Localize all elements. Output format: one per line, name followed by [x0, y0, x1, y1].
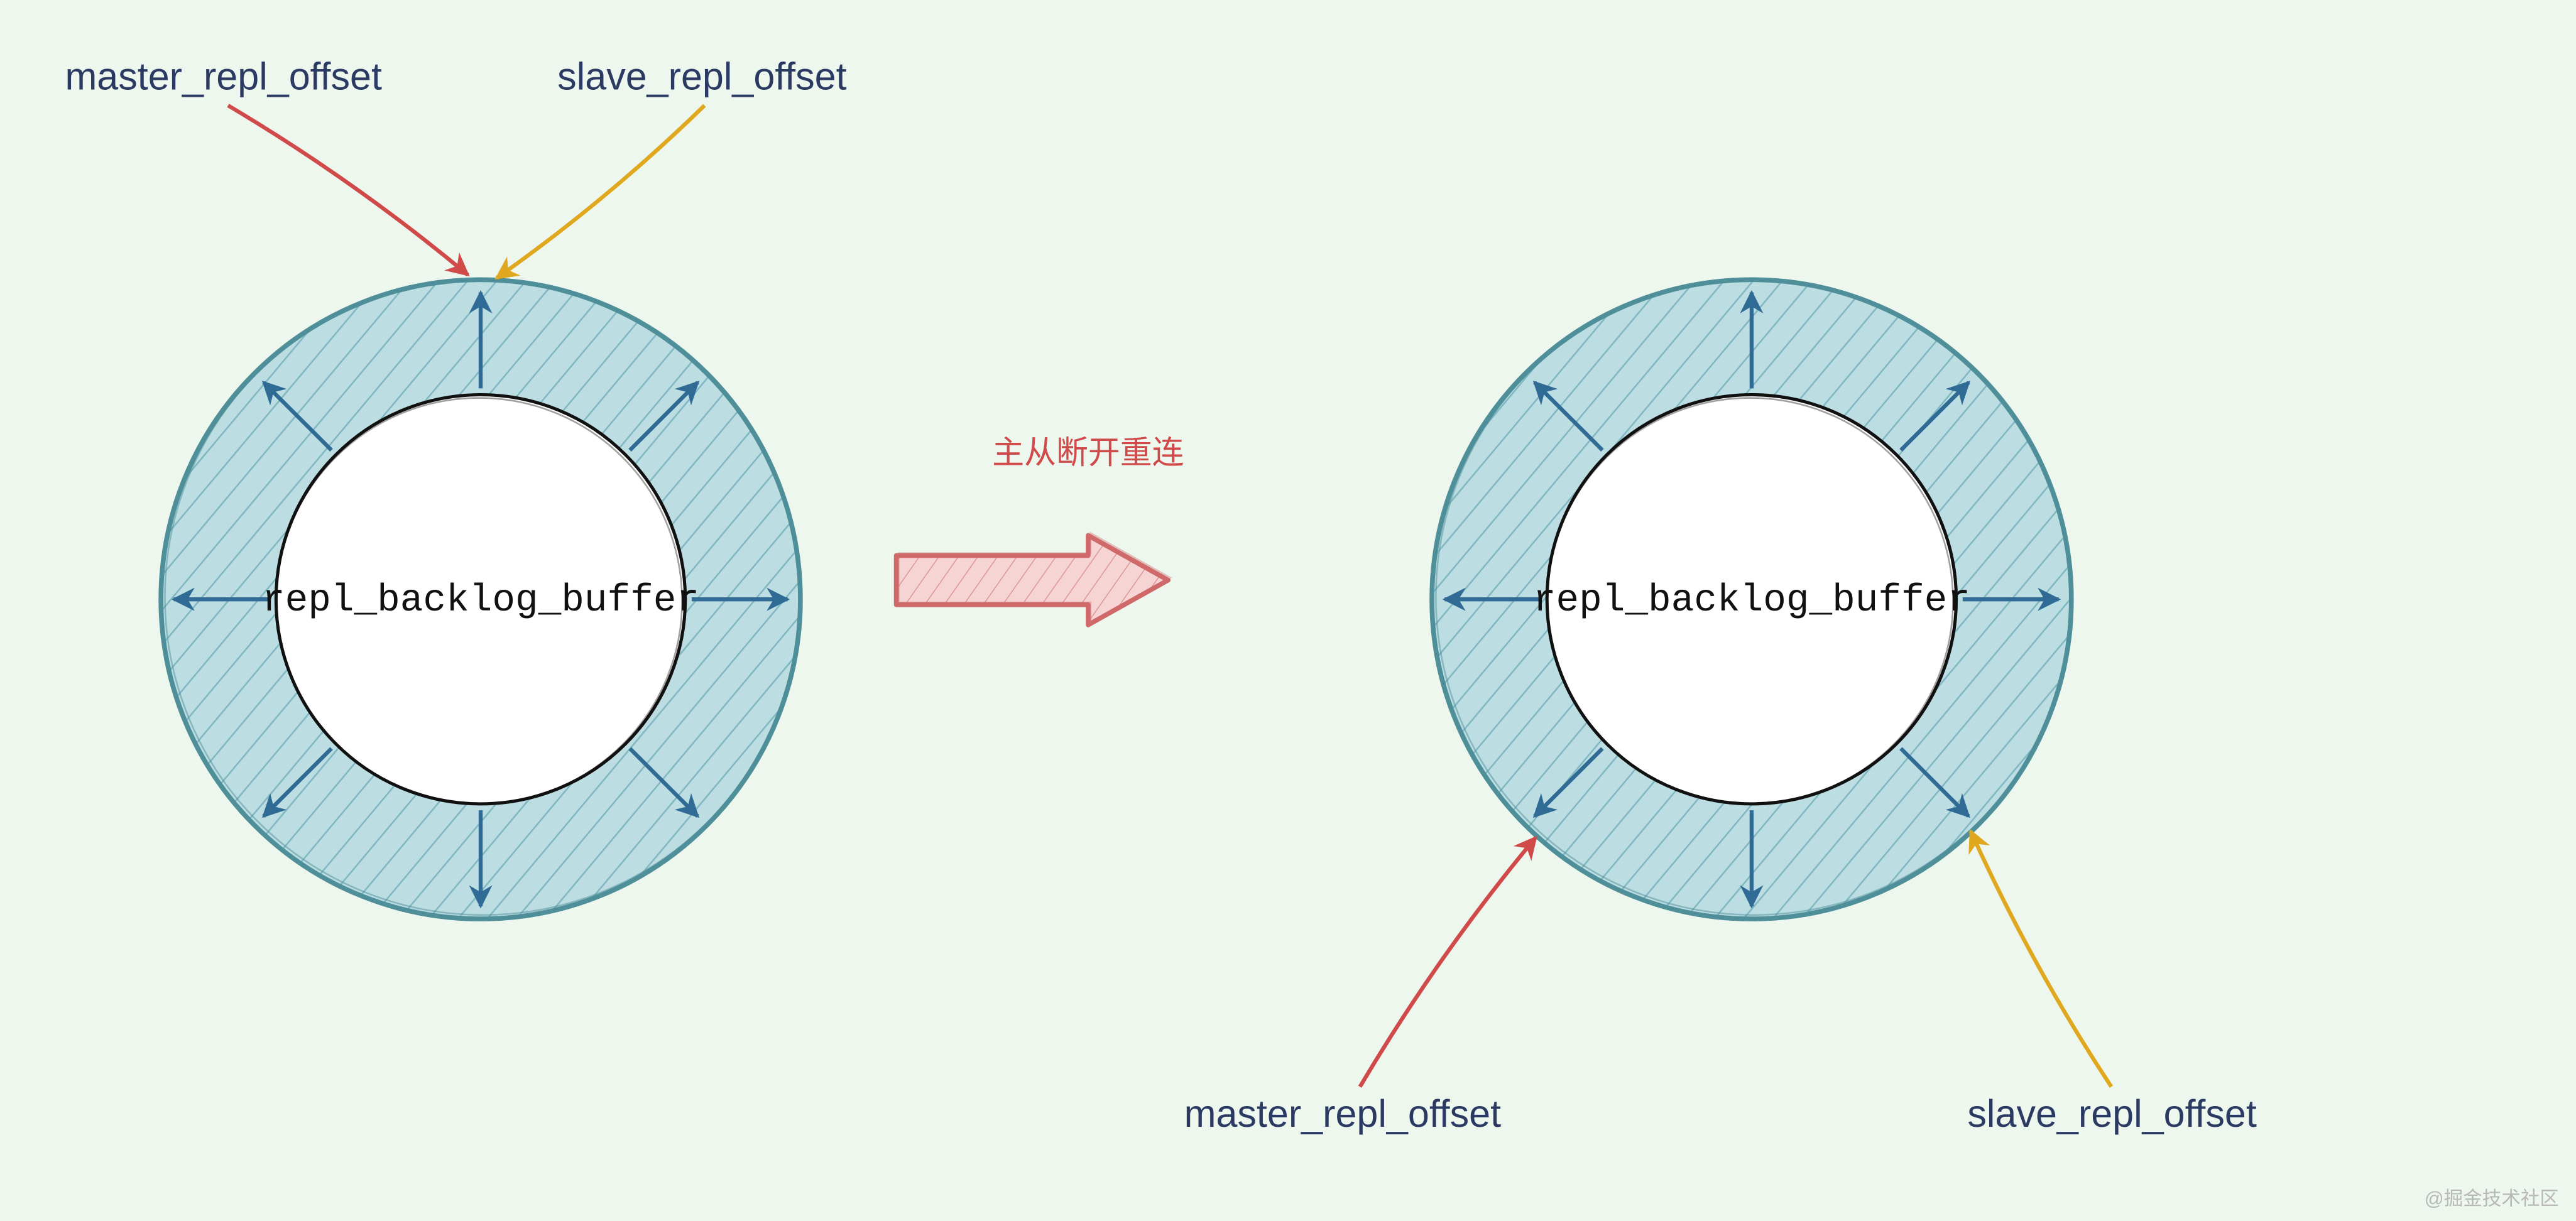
transition-arrow	[897, 533, 1171, 625]
diagram-canvas: repl_backlog_bufferrepl_backlog_bufferma…	[0, 0, 2576, 1221]
pointer-master-right	[1360, 837, 1536, 1087]
label-slave-right: slave_repl_offset	[1967, 1092, 2256, 1135]
transition-caption: 主从断开重连	[992, 435, 1184, 470]
pointer-master-left	[228, 106, 468, 275]
transition-arrow-shape	[897, 535, 1169, 624]
watermark: @掘金技术社区	[2425, 1188, 2559, 1210]
ring-center-label: repl_backlog_buffer	[262, 579, 699, 622]
pointer-slave-right	[1971, 831, 2112, 1087]
label-master-right: master_repl_offset	[1184, 1092, 1502, 1135]
ring-left: repl_backlog_buffer	[161, 279, 801, 919]
pointer-slave-left	[496, 106, 704, 278]
label-master-left: master_repl_offset	[65, 55, 382, 97]
ring-center-label: repl_backlog_buffer	[1533, 579, 1970, 622]
ring-right: repl_backlog_buffer	[1432, 279, 2072, 919]
label-slave-left: slave_repl_offset	[557, 55, 846, 97]
